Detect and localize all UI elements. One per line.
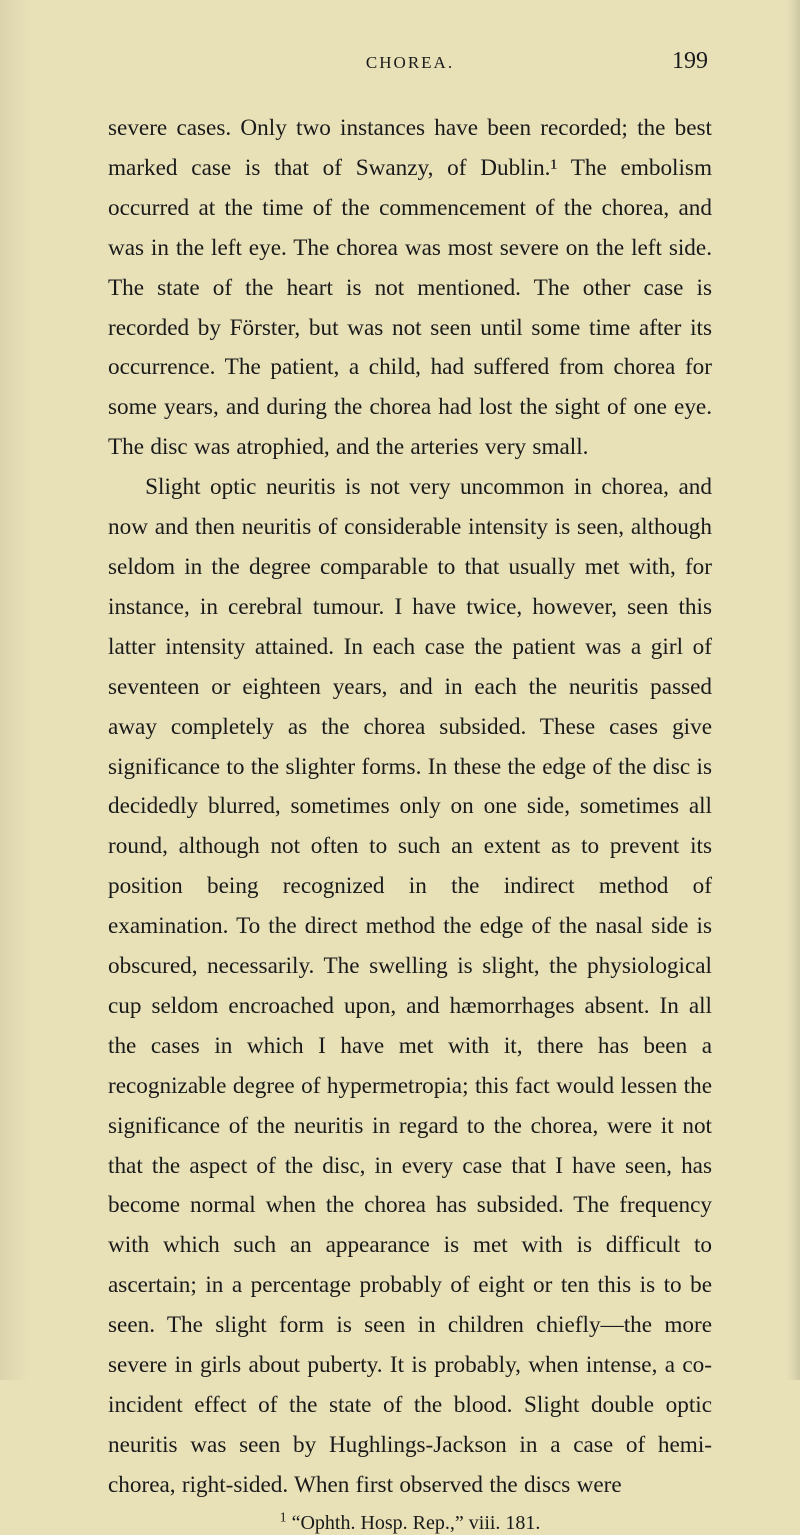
footnote-marker: 1 (280, 1510, 287, 1525)
book-page: CHOREA. 199 severe cases. Only two insta… (0, 0, 800, 1380)
page-header: CHOREA. 199 (108, 48, 712, 75)
page-number: 199 (648, 48, 708, 75)
paragraph-1: severe cases. Only two instances have be… (108, 109, 712, 468)
running-head: CHOREA. (172, 53, 648, 73)
paragraph-2: Slight optic neuritis is not very uncomm… (108, 468, 712, 1506)
body-text: severe cases. Only two instances have be… (108, 109, 712, 1506)
footnote-text: “Ophth. Hosp. Rep.,” viii. 181. (292, 1512, 541, 1534)
footnote: 1 “Ophth. Hosp. Rep.,” viii. 181. (108, 1512, 712, 1535)
